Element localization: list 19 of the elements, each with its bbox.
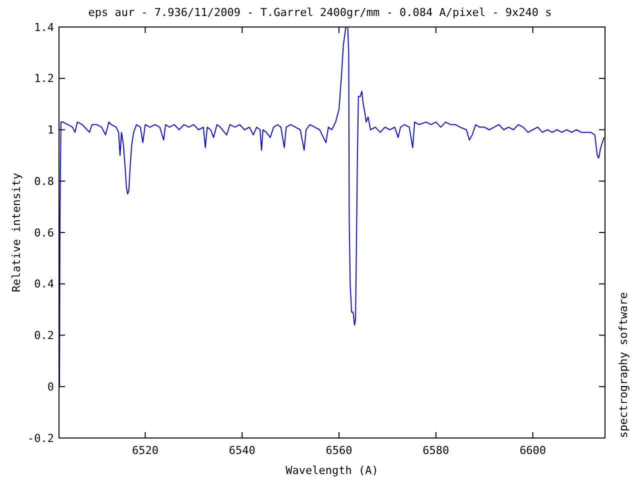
- y-tick-label: -0.2: [28, 432, 54, 445]
- y-axis-title: Relative intensity: [10, 172, 23, 292]
- y-tick-label: 1.2: [34, 72, 54, 86]
- x-tick-label: 6560: [326, 444, 352, 457]
- y-tick-label: 0: [47, 380, 54, 394]
- y-tick-label: 0.4: [34, 278, 54, 291]
- chart-title: eps aur - 7.936/11/2009 - T.Garrel 2400gr/mm - 0.084 A/pixel - 9x240 s: [88, 6, 552, 19]
- text: spectrography software: [617, 292, 630, 438]
- y-tick-label: 0.8: [34, 174, 54, 188]
- y-tick-label: 1.4: [34, 20, 54, 34]
- x-tick-label: 6580: [422, 444, 450, 457]
- line-series: [59, 27, 605, 388]
- x-tick-label: 6520: [132, 444, 158, 457]
- x-tick-label: 6600: [520, 444, 546, 457]
- y-tick-label: 0.2: [34, 329, 54, 342]
- y-tick-label: 0.6: [34, 226, 54, 240]
- y-tick-label: 1: [47, 124, 54, 137]
- x-tick-label: 6540: [228, 444, 256, 457]
- x-axis-title: Wavelength (A): [286, 464, 378, 477]
